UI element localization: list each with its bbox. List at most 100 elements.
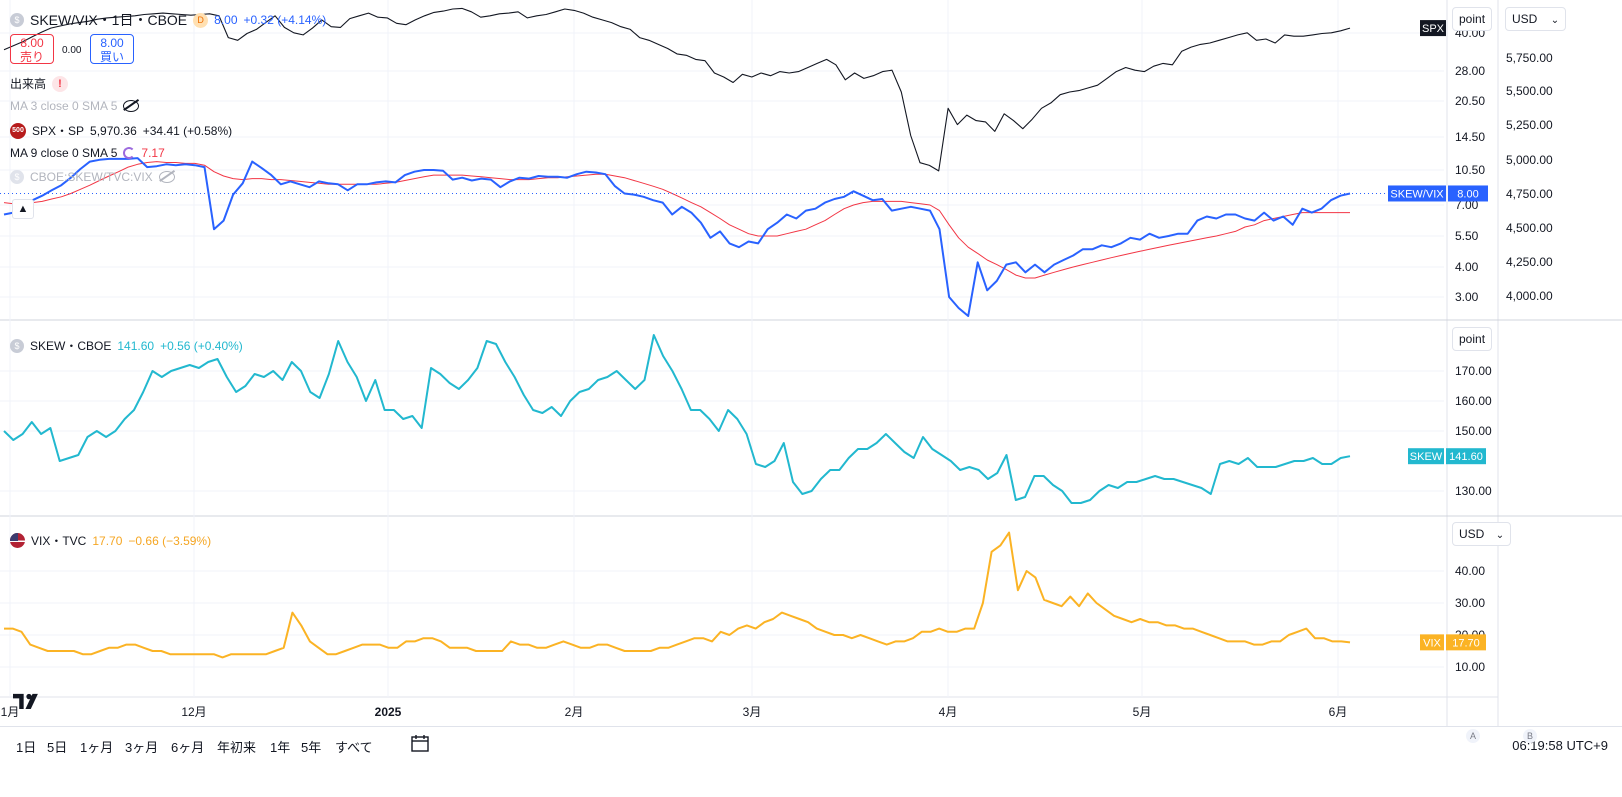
skew-tag-label: SKEW [1410, 451, 1443, 463]
range-button-6m[interactable]: 6ヶ月 [171, 740, 205, 755]
vix-change: −0.66 (−3.59%) [128, 533, 212, 548]
range-button-1y[interactable]: 1年 [270, 740, 291, 755]
left-axis-tick-label: 7.00 [1455, 198, 1479, 212]
sell-button[interactable]: 8.00 売り [10, 34, 54, 64]
range-button-5d[interactable]: 5日 [47, 740, 68, 755]
timeframe-badge[interactable]: D [193, 12, 209, 28]
chevron-down-icon: ⌄ [1550, 15, 1560, 26]
skew-axis-tick-label: 160.00 [1455, 394, 1492, 408]
range-button-1d[interactable]: 1日 [16, 740, 37, 755]
main-legend-row: $ SKEW/VIX・1日・CBOE D 8.00 +0.32 (+4.14%) [10, 10, 326, 30]
right-axis-tick-label: 4,750.00 [1506, 187, 1553, 201]
x-tick-label: 4月 [939, 705, 958, 719]
spx-tag-label: SPX [1422, 23, 1445, 35]
currency-select[interactable]: USD ⌄ [1505, 7, 1567, 31]
skew-legend-row[interactable]: $ SKEW・CBOE 141.60 +0.56 (+0.40%) [10, 337, 243, 354]
skew-value-label: 141.60 [1449, 451, 1483, 463]
range-button-1m[interactable]: 1ヶ月 [80, 740, 114, 755]
hidden-eye-icon[interactable] [158, 171, 175, 183]
collapse-legend-button[interactable]: ▲ [12, 199, 34, 219]
right-axis-tick-label: 4,500.00 [1506, 221, 1553, 235]
chevron-down-icon: ⌄ [1495, 530, 1505, 541]
spx-logo-icon: 500 [10, 122, 26, 139]
x-tick-label: 5月 [1133, 705, 1152, 719]
ma-ratio-legend-row[interactable]: MA 3 close 0 SMA 5 [10, 99, 140, 113]
sell-price: 8.00 [20, 36, 44, 50]
skew-tag-bg [1408, 448, 1444, 465]
left-axis-tick-label: 4.00 [1455, 260, 1479, 274]
clock[interactable]: 06:19:58 UTC+9 [1512, 738, 1608, 753]
vix-axis-tick-label: 30.00 [1455, 596, 1485, 610]
us-flag-icon [10, 533, 25, 548]
skew-change: +0.56 (+0.40%) [160, 338, 243, 353]
symbol-logo-icon: $ [10, 338, 24, 353]
x-tick-label: 2月 [565, 705, 584, 719]
vix-axis-tick-label: 40.00 [1455, 564, 1485, 578]
vix-price: 17.70 [92, 533, 123, 548]
skew-scale-point-button[interactable]: point [1452, 327, 1493, 351]
tradingview-logo-icon [13, 693, 38, 709]
x-tick-label: 6月 [1329, 705, 1348, 719]
auto-scale-b-button[interactable]: B [1523, 729, 1537, 743]
spx-tag-bg [1420, 20, 1446, 37]
left-axis-tick-label: 28.00 [1455, 64, 1485, 78]
scale-point-button[interactable]: point [1452, 7, 1493, 31]
symbol-logo-icon: $ [10, 170, 24, 184]
right-axis-tick-label: 4,250.00 [1506, 255, 1553, 269]
range-button-5y[interactable]: 5年 [301, 740, 322, 755]
ratio-tag-label: SKEW/VIX [1390, 188, 1444, 200]
skew-series-line [3, 334, 1351, 504]
hidden-symbol-legend-row[interactable]: $ CBOE:SKEW/TVC:VIX [10, 170, 175, 184]
spx-series-line [3, 7, 1351, 172]
ratio-value-label: 8.00 [1457, 188, 1478, 200]
skew-axis-tick-label: 170.00 [1455, 364, 1492, 378]
skew-value-bg [1446, 448, 1486, 465]
skew-axis-tick-label: 150.00 [1455, 424, 1492, 438]
ratio-tag-bg [1388, 185, 1446, 202]
spread-value: 0.00 [62, 45, 82, 56]
skew-symbol: SKEW・CBOE [30, 339, 112, 353]
main-symbol-title[interactable]: SKEW/VIX・1日・CBOE [30, 12, 188, 28]
calendar-icon[interactable] [410, 733, 430, 753]
currency-label: USD [1512, 12, 1538, 26]
vix-series-line [4, 531, 1351, 659]
ratio-value-bg [1448, 185, 1488, 202]
alert-icon[interactable]: ! [52, 75, 69, 92]
right-axis-tick-label: 5,500.00 [1506, 84, 1553, 98]
left-axis-tick-label: 5.50 [1455, 229, 1479, 243]
ma-series-line [3, 161, 1350, 279]
hidden-eye-icon[interactable] [123, 100, 140, 112]
range-button-all[interactable]: すべて [335, 740, 373, 755]
vix-tag-label: VIX [1423, 637, 1441, 649]
left-axis-tick-label: 20.50 [1455, 94, 1485, 108]
bottom-toolbar [0, 726, 1622, 767]
symbol-logo-icon: $ [10, 13, 24, 27]
main-change: +0.32 (+4.14%) [243, 13, 327, 27]
vix-currency-select[interactable]: USD ⌄ [1452, 522, 1512, 546]
spx-change: +34.41 (+0.58%) [142, 123, 233, 138]
volume-legend-row[interactable]: 出来高 ! [10, 75, 69, 92]
spx-legend-row[interactable]: 500 SPX・SP 5,970.36 +34.41 (+0.58%) [10, 122, 232, 139]
ma-spx-value: 7.17 [141, 146, 165, 160]
volume-label: 出来高 [10, 77, 47, 91]
x-tick-label: 3月 [743, 705, 762, 719]
skew-axis-tick-label: 130.00 [1455, 484, 1492, 498]
auto-scale-a-button[interactable]: A [1466, 729, 1480, 743]
range-button-3m[interactable]: 3ヶ月 [125, 740, 159, 755]
ma-spx-legend-row[interactable]: MA 9 close 0 SMA 5 7.17 [10, 146, 165, 160]
buy-label: 買い [99, 50, 124, 64]
left-axis-tick-label: 10.50 [1455, 163, 1485, 177]
vix-legend-row[interactable]: VIX・TVC 17.70 −0.66 (−3.59%) [10, 532, 211, 549]
buy-button[interactable]: 8.00 買い [90, 34, 134, 64]
ma-ratio-label: MA 3 close 0 SMA 5 [10, 99, 118, 113]
hidden-symbol-label: CBOE:SKEW/TVC:VIX [30, 170, 153, 184]
refresh-icon[interactable] [123, 147, 136, 159]
range-button-ytd[interactable]: 年初来 [217, 740, 257, 755]
left-axis-tick-label: 14.50 [1455, 130, 1485, 144]
main-price: 8.00 [214, 13, 238, 27]
left-axis-tick-label: 3.00 [1455, 290, 1479, 304]
spx-price: 5,970.36 [90, 123, 137, 138]
vix-axis-tick-label: 10.00 [1455, 660, 1485, 674]
